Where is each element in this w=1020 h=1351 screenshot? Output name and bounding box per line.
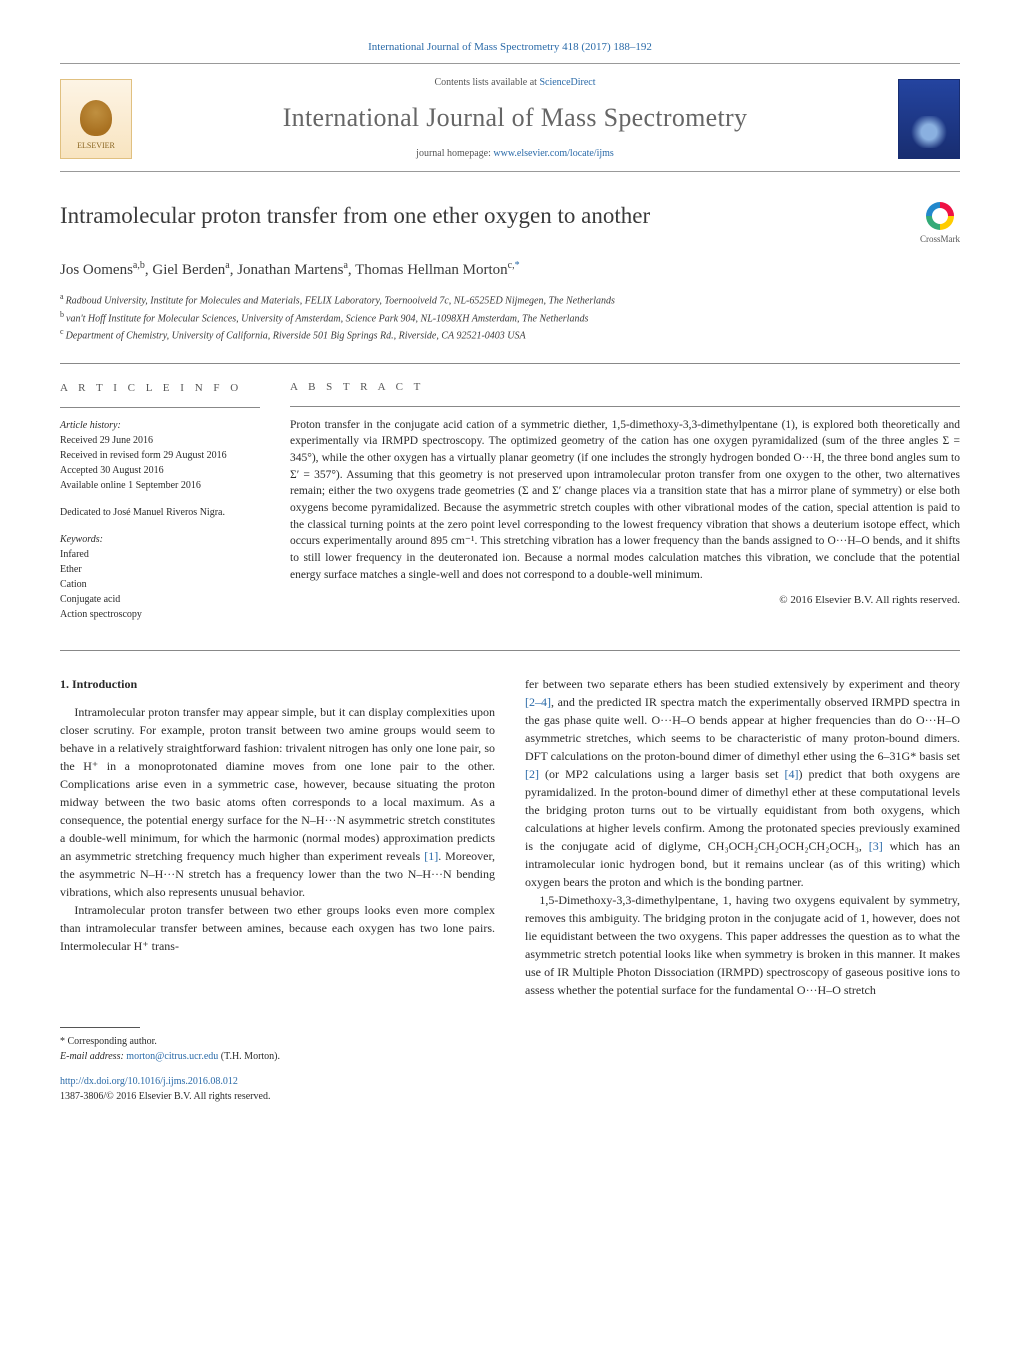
journal-homepage-line: journal homepage: www.elsevier.com/locat… (146, 147, 884, 161)
history-line: Received 29 June 2016 (60, 433, 260, 448)
abstract-column: A B S T R A C T Proton transfer in the c… (290, 380, 960, 634)
dedication: Dedicated to José Manuel Riveros Nigra. (60, 505, 260, 520)
ref-link-2[interactable]: [2] (525, 767, 539, 781)
masthead-center: Contents lists available at ScienceDirec… (146, 76, 884, 160)
keyword: Infared (60, 547, 260, 562)
author-affil-sup: a (343, 260, 347, 271)
ref-link-4[interactable]: [4] (784, 767, 798, 781)
doi-link[interactable]: http://dx.doi.org/10.1016/j.ijms.2016.08… (60, 1076, 238, 1087)
keyword: Cation (60, 577, 260, 592)
ref-link-1[interactable]: [1] (424, 849, 438, 863)
affiliation-line: a Radboud University, Institute for Mole… (60, 291, 960, 308)
crossmark-widget[interactable]: CrossMark (920, 202, 960, 246)
journal-cover-thumbnail (898, 79, 960, 159)
keyword: Action spectroscopy (60, 607, 260, 622)
affiliations: a Radboud University, Institute for Mole… (60, 291, 960, 343)
footnote-rule (60, 1027, 140, 1028)
history-line: Received in revised form 29 August 2016 (60, 448, 260, 463)
author-affil-sup: a (225, 260, 229, 271)
crossmark-icon (926, 202, 954, 230)
ref-link-2-4[interactable]: [2–4] (525, 695, 551, 709)
author-affil-sup: c,* (508, 260, 520, 271)
abstract-copyright: © 2016 Elsevier B.V. All rights reserved… (290, 593, 960, 608)
article-history-label: Article history: (60, 418, 260, 433)
journal-name: International Journal of Mass Spectromet… (146, 100, 884, 136)
author: Jonathan Martens (237, 262, 343, 278)
email-link[interactable]: morton@citrus.ucr.edu (126, 1051, 218, 1062)
ref-link-3[interactable]: [3] (869, 839, 883, 853)
elsevier-logo: ELSEVIER (60, 79, 132, 159)
history-line: Available online 1 September 2016 (60, 478, 260, 493)
keyword: Conjugate acid (60, 592, 260, 607)
affiliation-line: b van't Hoff Institute for Molecular Sci… (60, 309, 960, 326)
author: Jos Oomens (60, 262, 133, 278)
issn-copyright: 1387-3806/© 2016 Elsevier B.V. All right… (60, 1089, 960, 1104)
contents-available-line: Contents lists available at ScienceDirec… (146, 76, 884, 90)
running-head: International Journal of Mass Spectromet… (60, 40, 960, 64)
footer: * Corresponding author. E-mail address: … (60, 1027, 960, 1104)
tree-icon (80, 100, 112, 136)
masthead: ELSEVIER Contents lists available at Sci… (60, 76, 960, 171)
author: Thomas Hellman Morton (355, 262, 507, 278)
section-heading-introduction: 1. Introduction (60, 675, 495, 693)
intro-paragraph-2-cont: fer between two separate ethers has been… (525, 675, 960, 891)
intro-paragraph-3: 1,5-Dimethoxy-3,3-dimethylpentane, 1, ha… (525, 891, 960, 999)
intro-paragraph-1: Intramolecular proton transfer may appea… (60, 703, 495, 901)
crossmark-label: CrossMark (920, 233, 960, 246)
author-list: Jos Oomensa,b, Giel Berdena, Jonathan Ma… (60, 259, 960, 281)
corresponding-author-label: * Corresponding author. (60, 1034, 960, 1049)
divider (60, 650, 960, 651)
abstract-text: Proton transfer in the conjugate acid ca… (290, 417, 960, 584)
divider (60, 407, 260, 408)
keywords-label: Keywords: (60, 532, 260, 547)
divider (290, 406, 960, 407)
history-line: Accepted 30 August 2016 (60, 463, 260, 478)
article-title: Intramolecular proton transfer from one … (60, 202, 650, 230)
intro-paragraph-2: Intramolecular proton transfer between t… (60, 901, 495, 955)
keyword: Ether (60, 562, 260, 577)
article-info-heading: A R T I C L E I N F O (60, 380, 260, 397)
sciencedirect-link[interactable]: ScienceDirect (539, 77, 595, 88)
author: Giel Berden (152, 262, 225, 278)
abstract-heading: A B S T R A C T (290, 380, 960, 395)
elsevier-logo-label: ELSEVIER (77, 140, 115, 151)
affiliation-line: c Department of Chemistry, University of… (60, 326, 960, 343)
article-info-column: A R T I C L E I N F O Article history: R… (60, 380, 260, 634)
journal-homepage-link[interactable]: www.elsevier.com/locate/ijms (493, 148, 613, 159)
author-affil-sup: a,b (133, 260, 145, 271)
body-left-column: 1. Introduction Intramolecular proton tr… (60, 675, 495, 999)
body-right-column: fer between two separate ethers has been… (525, 675, 960, 999)
corresponding-email-line: E-mail address: morton@citrus.ucr.edu (T… (60, 1049, 960, 1064)
